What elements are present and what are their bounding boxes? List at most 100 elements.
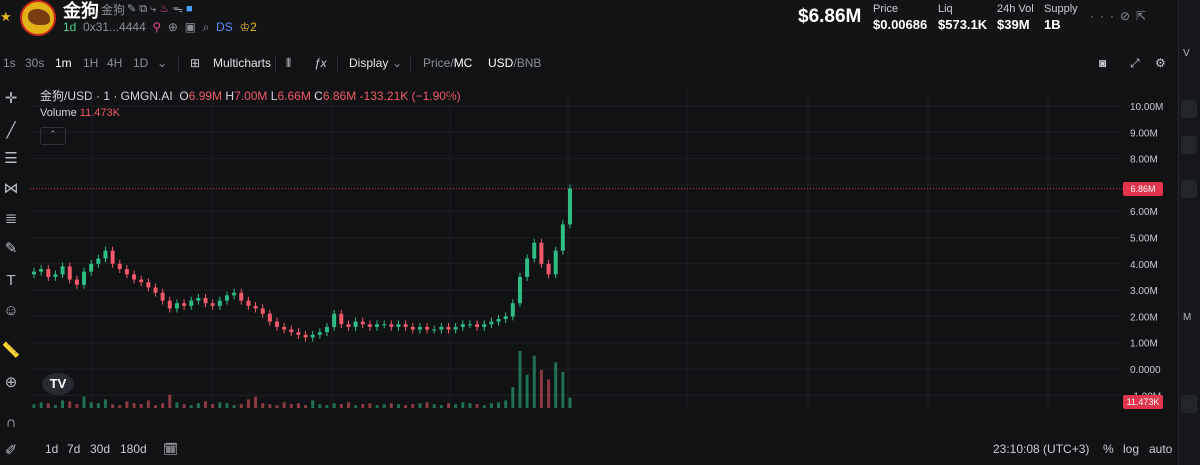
volume-bar	[282, 402, 286, 408]
volume-bar	[132, 403, 136, 408]
candle-body	[560, 224, 565, 251]
interval-4h[interactable]: 4H	[107, 56, 123, 70]
trendline-icon[interactable]: ╱	[6, 122, 16, 139]
search-icon[interactable]: ⌕	[202, 20, 210, 34]
plus-box-icon[interactable]: ⊞	[190, 56, 201, 70]
range-7d[interactable]: 7d	[67, 442, 81, 456]
candle-body	[525, 258, 530, 277]
volume-bar	[96, 403, 100, 408]
header-tool-icons[interactable]: ···⊘⇱	[1090, 9, 1153, 23]
volume-bar	[561, 371, 565, 408]
interval-1s[interactable]: 1s	[3, 56, 16, 70]
volume-bar	[404, 405, 408, 408]
candle-body	[139, 279, 144, 283]
magnet-icon[interactable]: ∩	[5, 414, 17, 431]
interval-1h[interactable]: 1H	[83, 56, 99, 70]
volume-bar	[475, 404, 479, 408]
high-value: 7.00M	[234, 89, 268, 103]
collapse-legend-button[interactable]: ⌃	[40, 127, 66, 145]
candle-body	[367, 324, 372, 327]
edge-text-v: V	[1183, 48, 1190, 59]
display-chevron-icon[interactable]: ⌄	[392, 56, 403, 70]
candle-body	[267, 313, 272, 322]
currency-toggle[interactable]: USD/BNB	[488, 56, 542, 70]
percent-toggle[interactable]: %	[1103, 442, 1114, 456]
volume-bar	[432, 404, 436, 408]
volume-bar	[161, 403, 165, 408]
candle-body	[224, 295, 229, 301]
volume-bar	[89, 402, 93, 408]
symbol-label: 金狗/USD · 1 · GMGN.AI	[40, 89, 173, 103]
pump-icon[interactable]: ⚲	[152, 20, 162, 34]
interval-30s[interactable]: 30s	[25, 56, 45, 70]
candle-body	[132, 274, 137, 280]
candle-body	[124, 269, 129, 275]
multicharts-button[interactable]: Multicharts	[213, 56, 272, 70]
log-toggle[interactable]: log	[1123, 442, 1140, 456]
candle-body	[96, 258, 101, 264]
crosshair-icon[interactable]: ✛	[4, 90, 18, 107]
candle-body	[53, 274, 58, 277]
display-dropdown[interactable]: Display	[349, 56, 389, 70]
y-tick-label: 9.00M	[1130, 128, 1158, 139]
volume-bar	[396, 404, 400, 408]
expand-icon[interactable]: ⤢	[1130, 56, 1140, 70]
price-chart[interactable]: 10.00M 9.00M 8.00M 7.00M 6.00M 5.00M 4.00M 3.00…	[30, 90, 1165, 415]
volume-bar	[489, 403, 493, 408]
interval-1d[interactable]: 1D	[133, 56, 149, 70]
candle-body	[182, 303, 187, 306]
auto-toggle[interactable]: auto	[1149, 442, 1173, 456]
token-header: ★ 金狗 金狗 ✎⧉⤷♨ᯓ■ 1d 0x31...4444 ⚲ ⊕ ▣ ⌕ DS…	[0, 0, 1200, 47]
range-1d[interactable]: 1d	[45, 442, 59, 456]
candle-body	[103, 250, 108, 259]
chevron-down-icon[interactable]: ⌄	[157, 56, 168, 70]
image-icon[interactable]: ▣	[184, 20, 196, 34]
candle-body	[439, 326, 444, 330]
volume-bar	[182, 404, 186, 408]
fib-icon[interactable]: ≣	[4, 210, 18, 227]
camera-icon[interactable]: ◙	[1099, 56, 1107, 70]
zoom-in-icon[interactable]: ⊕	[4, 374, 18, 391]
token-action-icons[interactable]: ✎⧉⤷♨ᯓ■	[127, 3, 196, 15]
crown-icon: ♔	[239, 20, 251, 34]
candle-body	[410, 326, 415, 330]
candle-body	[239, 292, 244, 301]
calendar-icon[interactable]: 🗓	[163, 442, 179, 456]
candle-body	[568, 188, 572, 225]
y-tick-label: 8.00M	[1130, 155, 1158, 166]
candle-body	[382, 324, 387, 326]
candle-body	[346, 324, 351, 327]
token-name: 金狗	[63, 1, 99, 21]
range-30d[interactable]: 30d	[90, 442, 111, 456]
volume-bar	[454, 404, 458, 408]
volume-bar	[46, 403, 50, 408]
interval-1m[interactable]: 1m	[55, 56, 72, 70]
candle-body	[396, 324, 401, 327]
favorite-star-icon[interactable]: ★	[0, 9, 12, 24]
volume-bar	[39, 402, 43, 408]
ds-label[interactable]: DS	[216, 20, 233, 34]
y-tick-label: 4.00M	[1130, 260, 1158, 271]
candles-icon[interactable]: ⫴	[286, 56, 292, 70]
indicators-icon[interactable]: ƒx	[314, 56, 327, 70]
volume-bar	[447, 403, 451, 408]
volume-bar	[425, 402, 429, 408]
pattern-icon[interactable]: ⋈	[3, 180, 19, 197]
tradingview-logo[interactable]: TV	[42, 373, 74, 395]
ruler-icon[interactable]: 📏	[1, 342, 21, 359]
horizontal-lines-icon[interactable]: ☰	[4, 150, 18, 167]
emoji-icon[interactable]: ☺	[3, 302, 19, 319]
volume-bar	[289, 404, 293, 408]
lock-icon[interactable]: ✐	[4, 442, 18, 459]
social-icon[interactable]: ⊕	[167, 20, 178, 34]
price-toggle[interactable]: Price/MC	[423, 56, 473, 70]
token-address[interactable]: 0x31...4444	[83, 20, 146, 34]
range-180d[interactable]: 180d	[120, 442, 147, 456]
settings-gear-icon[interactable]: ⚙	[1155, 56, 1166, 70]
text-tool-icon[interactable]: T	[6, 272, 16, 289]
brush-icon[interactable]: ✎	[4, 240, 18, 257]
y-tick-label: 2.00M	[1130, 312, 1158, 323]
token-avatar	[20, 0, 56, 36]
volume-bar	[346, 402, 350, 408]
token-subname: 金狗	[101, 3, 126, 17]
